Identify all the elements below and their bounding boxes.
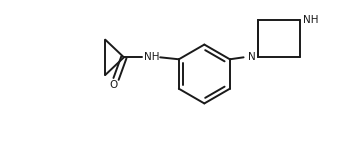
Text: NH: NH	[143, 52, 159, 62]
Text: O: O	[109, 80, 117, 90]
Text: N: N	[248, 52, 255, 62]
Text: NH: NH	[303, 15, 318, 25]
